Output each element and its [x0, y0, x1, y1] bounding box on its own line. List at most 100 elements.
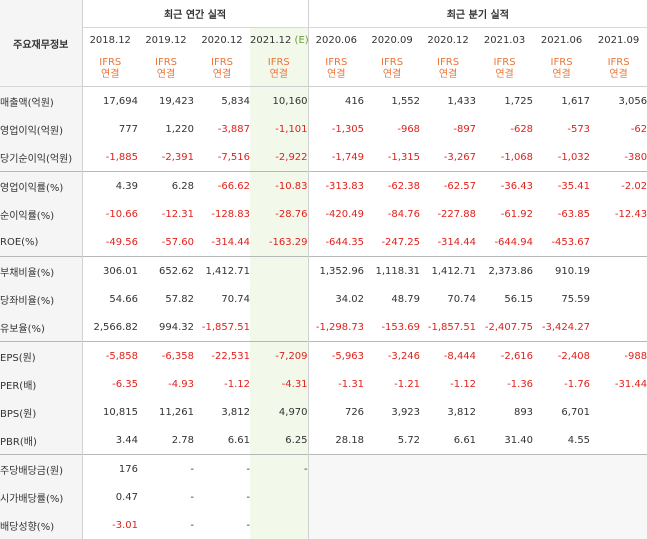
accounting-standard-header: IFRS 연결 [590, 52, 647, 87]
table-cell: -4.31 [250, 370, 309, 398]
table-cell [420, 511, 477, 539]
table-row: 순이익률(%) -10.66 -12.31 -128.83 -28.76 -420.49 -… [0, 200, 647, 228]
table-cell [308, 511, 365, 539]
table-cell: -3,246 [364, 341, 421, 370]
table-cell: - [194, 454, 250, 483]
table-cell: 3,923 [391, 406, 421, 418]
accounting-standard-header: IFRS 연결 [308, 52, 365, 87]
table-cell: -1,749 [331, 151, 365, 163]
table-cell: -49.56 [105, 236, 138, 248]
table-cell [250, 313, 309, 342]
table-cell: 994.32 [159, 321, 194, 333]
table-cell: -897 [453, 123, 477, 135]
table-cell: 416 [344, 95, 365, 107]
table-cell: 652.62 [138, 256, 194, 285]
table-cell [476, 454, 534, 483]
table-cell: 5.72 [397, 434, 421, 446]
table-cell: 1,412.71 [194, 256, 250, 285]
table-row: ROE(%) -49.56 -57.60 -314.44 -163.29 -644.35-… [0, 228, 647, 257]
table-cell [590, 398, 647, 426]
table-cell: -628 [510, 123, 534, 135]
row-label: EPS(원) [0, 341, 83, 370]
table-cell: 31.40 [504, 434, 534, 446]
row-label: 당기순이익(억원) [0, 143, 83, 172]
table-cell: 0.47 [115, 491, 138, 503]
table-cell: -22,531 [194, 341, 250, 370]
table-cell: -163.29 [250, 228, 309, 257]
table-cell: 176 [82, 454, 138, 483]
table-cell: 4,970 [250, 398, 309, 426]
estimate-tag: (E) [294, 34, 309, 46]
table-cell: -12.43 [614, 208, 647, 220]
table-cell: -1,032 [557, 151, 591, 163]
table-cell: 11,261 [159, 406, 194, 418]
table-row: 시가배당률(%) 0.47 - - [0, 483, 647, 511]
table-cell: 6.25 [250, 426, 309, 455]
table-cell: -1,857.51 [427, 321, 477, 333]
row-label: 영업이익(억원) [0, 115, 83, 143]
annual-group-header: 최근 연간 실적 [82, 0, 309, 28]
table-cell: 6.61 [227, 434, 250, 446]
ifrs-label: IFRS [607, 57, 630, 68]
table-row: 영업이익률(%) 4.39 6.28 -66.62 -10.83 -313.83 -62.3… [0, 171, 647, 200]
period-header: 2021.12 (E) [250, 27, 309, 52]
table-cell: - [246, 519, 250, 531]
table-cell: 54.66 [109, 293, 138, 305]
period-header: 2019.12 [145, 34, 187, 46]
table-row: 당좌비율(%) 54.66 57.82 70.74 34.02 48.79 70.74 56.… [0, 285, 647, 313]
table-cell [308, 483, 365, 511]
table-cell [590, 426, 647, 455]
table-cell: - [190, 491, 194, 503]
table-cell: 10,815 [103, 406, 138, 418]
row-label: 시가배당률(%) [0, 483, 83, 511]
consolidated-label: 연결 [438, 69, 458, 80]
consolidated-label: 연결 [269, 69, 288, 80]
table-cell: 17,694 [103, 95, 138, 107]
table-cell: -380 [624, 151, 647, 163]
table-cell [590, 228, 647, 257]
table-cell [590, 511, 647, 539]
table-cell: -61.92 [500, 208, 534, 220]
table-row: 당기순이익(억원) -1,885 -2,391 -7,516 -2,922 -1,749 -… [0, 143, 647, 172]
table-cell [420, 483, 477, 511]
table-cell: 34.02 [335, 293, 365, 305]
table-cell: 4.39 [82, 171, 138, 200]
table-cell: -66.62 [194, 171, 250, 200]
table-cell [590, 454, 647, 483]
accounting-standard-header: IFRS 연결 [420, 52, 477, 87]
table-cell: -453.67 [551, 236, 591, 248]
table-cell [533, 483, 591, 511]
table-cell [590, 313, 647, 342]
table-cell: -10.83 [250, 171, 309, 200]
table-cell: -313.83 [308, 171, 365, 200]
row-label: PBR(배) [0, 426, 83, 455]
row-label: 매출액(억원) [0, 86, 83, 115]
table-row: 유보율(%) 2,566.82 994.32 -1,857.51 -1,298.73 -1… [0, 313, 647, 342]
ifrs-label: IFRS [437, 57, 460, 68]
table-cell: 3,056 [618, 95, 647, 107]
table-cell [364, 483, 421, 511]
table-cell: -2,391 [161, 151, 194, 163]
period-header: 2020.12 [427, 34, 469, 46]
table-cell: 3.44 [115, 434, 138, 446]
ifrs-label: IFRS [325, 57, 348, 68]
table-cell [364, 511, 421, 539]
table-cell: 1,352.96 [308, 256, 365, 285]
ifrs-label: IFRS [155, 57, 177, 68]
table-cell: -62 [630, 123, 647, 135]
row-label: 부채비율(%) [0, 256, 83, 285]
table-cell: -420.49 [325, 208, 365, 220]
table-cell: -1,315 [387, 151, 421, 163]
period-header: 2021.06 [540, 34, 583, 46]
row-label: PER(배) [0, 370, 83, 398]
table-row: 배당성향(%) -3.01 - - [0, 511, 647, 539]
table-cell: -2.02 [590, 171, 647, 200]
consolidated-label: 연결 [382, 69, 402, 80]
row-label: 순이익률(%) [0, 200, 83, 228]
table-cell: -2,407.75 [484, 321, 534, 333]
period-header: 2020.12 [201, 34, 243, 46]
table-cell: - [138, 454, 194, 483]
table-cell: -57.60 [161, 236, 194, 248]
table-cell [590, 285, 647, 313]
period-header: 2021.03 [483, 34, 526, 46]
